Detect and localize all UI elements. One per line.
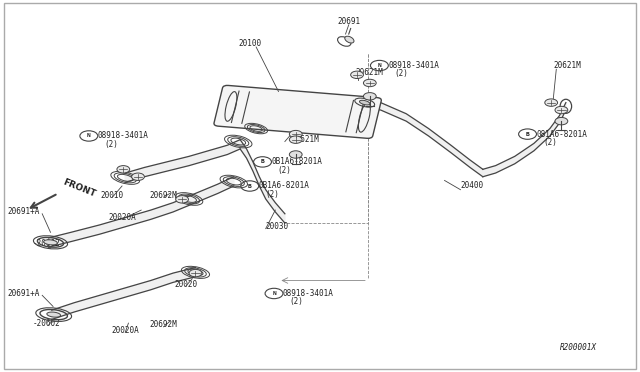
Text: 20020A: 20020A [108, 213, 136, 222]
Text: 0B1A6-8201A: 0B1A6-8201A [259, 182, 310, 190]
Polygon shape [240, 140, 285, 223]
Ellipse shape [345, 36, 354, 43]
Text: 20020: 20020 [174, 280, 198, 289]
Text: 20691+A: 20691+A [7, 208, 40, 217]
Circle shape [189, 269, 202, 277]
Text: 20020A: 20020A [111, 326, 139, 335]
Text: 08918-3401A: 08918-3401A [388, 61, 439, 70]
Circle shape [132, 173, 145, 180]
Circle shape [289, 131, 302, 138]
Text: (2): (2) [104, 140, 118, 149]
Text: N: N [378, 63, 381, 68]
Polygon shape [483, 103, 566, 177]
Circle shape [289, 136, 302, 143]
Circle shape [555, 118, 568, 125]
Text: (2): (2) [289, 297, 303, 306]
Ellipse shape [44, 240, 58, 245]
Text: N: N [87, 134, 91, 138]
Text: (2): (2) [543, 138, 557, 147]
Text: 20400: 20400 [461, 182, 484, 190]
Polygon shape [364, 99, 483, 177]
Text: 20692M: 20692M [150, 191, 177, 200]
Circle shape [351, 71, 364, 78]
Text: (2): (2) [265, 190, 279, 199]
Text: 20621M: 20621M [355, 68, 383, 77]
Text: 20621M: 20621M [291, 135, 319, 144]
Text: R200001X: R200001X [559, 343, 596, 352]
Text: -20602: -20602 [33, 319, 60, 328]
Text: 20030: 20030 [266, 222, 289, 231]
Text: -20602: -20602 [33, 239, 60, 248]
Text: 20010: 20010 [101, 191, 124, 200]
Text: B: B [525, 132, 529, 137]
Text: 08918-3401A: 08918-3401A [98, 131, 148, 141]
Ellipse shape [47, 312, 61, 317]
Text: B: B [260, 160, 264, 164]
Text: (2): (2) [278, 166, 292, 174]
Text: 20691: 20691 [337, 17, 360, 26]
FancyBboxPatch shape [214, 86, 381, 138]
Text: (2): (2) [395, 69, 408, 78]
Text: N: N [272, 291, 276, 296]
Circle shape [364, 93, 376, 100]
Text: FRONT: FRONT [61, 177, 97, 199]
Polygon shape [125, 140, 240, 182]
Text: 0B1A6-8201A: 0B1A6-8201A [271, 157, 323, 166]
Text: 20691+A: 20691+A [7, 289, 40, 298]
Circle shape [364, 79, 376, 87]
Circle shape [175, 196, 188, 203]
Circle shape [545, 99, 557, 106]
Polygon shape [49, 177, 234, 247]
Text: 081A6-8201A: 081A6-8201A [536, 129, 588, 139]
Circle shape [289, 151, 302, 158]
Circle shape [555, 106, 568, 114]
Polygon shape [52, 267, 195, 320]
Text: B: B [248, 183, 252, 189]
Circle shape [117, 166, 130, 173]
Text: 20621M: 20621M [553, 61, 581, 70]
Text: 20100: 20100 [238, 39, 261, 48]
Text: 20692M: 20692M [150, 321, 177, 330]
Ellipse shape [360, 100, 370, 105]
Text: 08918-3401A: 08918-3401A [283, 289, 334, 298]
